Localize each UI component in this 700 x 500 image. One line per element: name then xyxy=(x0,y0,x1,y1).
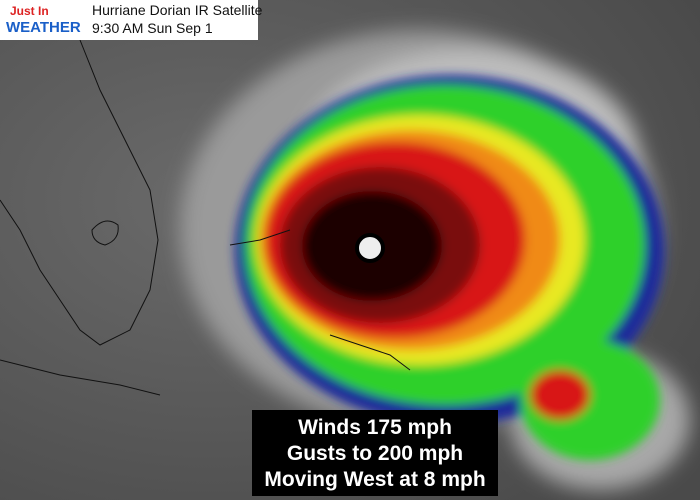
logo-line2: WEATHER xyxy=(6,19,81,36)
eye xyxy=(355,233,385,263)
hurricane xyxy=(235,75,665,460)
info-line: Winds 175 mph xyxy=(298,416,452,439)
logo-line1: Just In xyxy=(10,4,49,18)
title: Hurriane Dorian IR Satellite xyxy=(92,2,263,18)
coastline xyxy=(0,39,411,396)
header-box xyxy=(0,0,258,40)
timestamp: 9:30 AM Sun Sep 1 xyxy=(92,20,213,36)
info-box xyxy=(252,410,498,496)
info-line: Moving West at 8 mph xyxy=(264,468,485,491)
info-line: Gusts to 200 mph xyxy=(287,442,463,465)
